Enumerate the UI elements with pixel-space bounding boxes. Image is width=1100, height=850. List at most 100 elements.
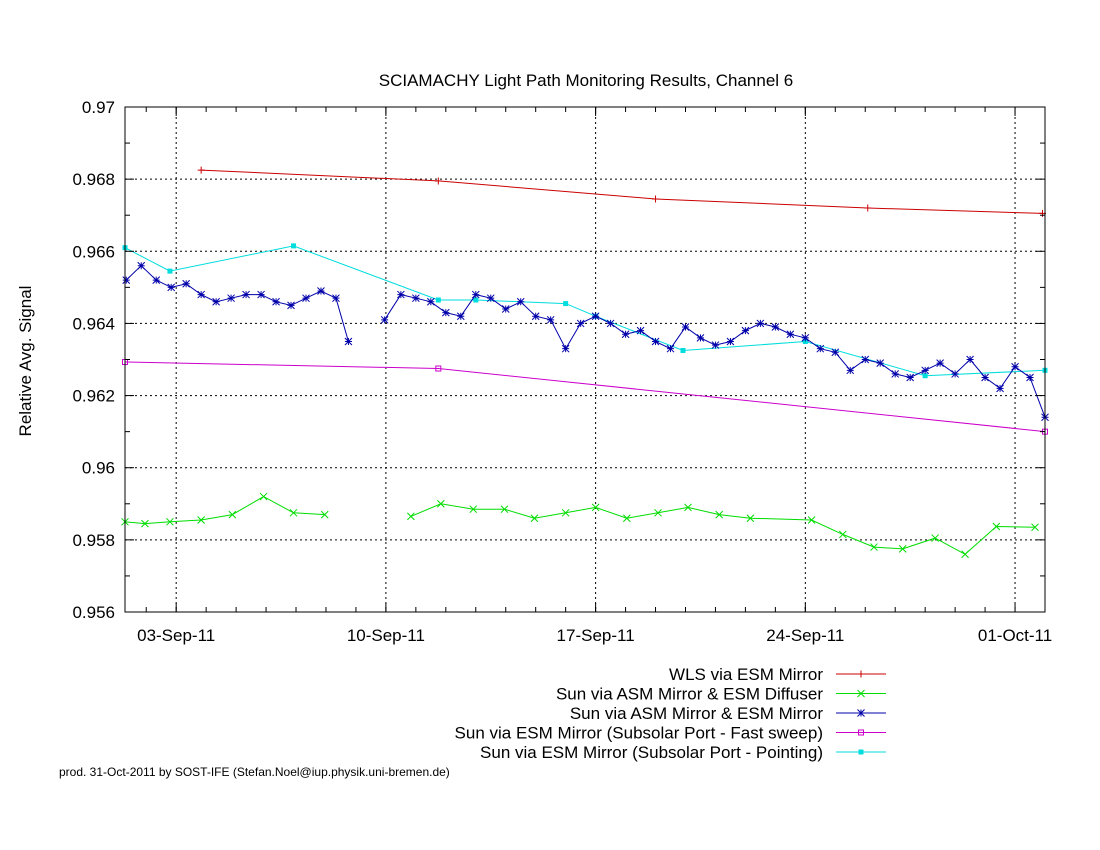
data-point <box>652 195 660 203</box>
data-point <box>1026 373 1034 382</box>
data-point <box>137 261 146 270</box>
data-point <box>469 505 478 514</box>
plot-frame <box>124 106 1046 613</box>
data-point <box>992 522 1001 531</box>
data-point <box>680 347 686 353</box>
series-5 <box>122 243 1048 379</box>
data-point <box>531 312 540 321</box>
data-point <box>831 348 840 357</box>
data-point <box>289 508 298 517</box>
data-point <box>654 508 662 517</box>
data-point <box>846 366 855 375</box>
data-point <box>122 276 131 284</box>
data-point <box>858 749 864 755</box>
data-point <box>287 301 295 310</box>
y-tick-label: 0.958 <box>72 531 115 550</box>
data-point <box>870 543 878 551</box>
series-line <box>384 294 1046 418</box>
data-point <box>516 297 525 306</box>
data-point <box>561 508 570 517</box>
data-point <box>922 373 928 379</box>
data-point <box>332 294 340 303</box>
data-point <box>936 359 944 367</box>
data-point <box>500 505 509 514</box>
data-point <box>906 373 915 382</box>
legend-label: Sun via ASM Mirror & ESM Diffuser <box>556 685 823 704</box>
data-point <box>771 323 780 331</box>
data-point <box>320 510 329 519</box>
footer-credit: prod. 31-Oct-2011 by SOST-IFE (Stefan.No… <box>59 765 450 779</box>
data-point <box>876 359 885 367</box>
data-point <box>802 338 808 344</box>
data-point <box>257 290 265 299</box>
y-tick-label: 0.964 <box>72 314 115 333</box>
data-point <box>259 492 268 501</box>
data-point <box>501 305 510 313</box>
chart-title: SCIAMACHY Light Path Monitoring Results,… <box>379 71 794 90</box>
data-point <box>546 315 555 324</box>
data-point <box>726 337 735 346</box>
data-point <box>591 312 600 321</box>
data-point <box>576 319 585 328</box>
data-point <box>167 268 173 274</box>
y-tick-label: 0.968 <box>72 170 115 189</box>
data-point <box>1011 362 1019 371</box>
data-point <box>167 283 176 292</box>
data-point <box>486 294 495 303</box>
data-point <box>456 312 465 321</box>
data-point <box>621 330 630 339</box>
data-point <box>228 510 237 519</box>
data-point <box>921 366 930 375</box>
data-point <box>591 503 600 512</box>
series-3 <box>122 261 1049 422</box>
data-point <box>344 337 353 346</box>
series-line <box>124 496 325 525</box>
data-point <box>931 534 940 542</box>
data-point <box>291 243 297 249</box>
data-point <box>197 516 206 524</box>
y-tick-label: 0.966 <box>72 242 115 261</box>
data-point <box>302 294 310 303</box>
data-point <box>636 326 645 335</box>
data-point <box>951 370 959 378</box>
data-point <box>966 355 974 364</box>
data-point <box>807 516 816 524</box>
x-tick-label: 03-Sep-11 <box>137 626 215 645</box>
data-point <box>212 297 220 306</box>
legend-item: Sun via ESM Mirror (Subsolar Port - Poin… <box>480 743 886 762</box>
data-point <box>801 334 810 342</box>
data-point <box>272 297 280 306</box>
legend-label: WLS via ESM Mirror <box>669 665 823 684</box>
data-point <box>141 519 149 528</box>
data-point <box>441 308 450 317</box>
series-line <box>124 245 1046 377</box>
data-point <box>684 503 692 512</box>
data-point <box>981 373 989 382</box>
data-point <box>741 326 750 335</box>
data-point <box>961 550 969 559</box>
data-point <box>563 301 569 307</box>
series-line <box>124 361 1046 433</box>
data-point <box>715 510 724 519</box>
data-point <box>152 276 161 284</box>
data-point <box>786 330 795 339</box>
y-tick-label: 0.956 <box>72 603 115 622</box>
data-point <box>561 344 570 353</box>
series-layer <box>121 166 1049 559</box>
y-tick-label: 0.962 <box>72 387 115 406</box>
data-point <box>651 337 660 346</box>
data-point <box>436 499 445 508</box>
legend-item: WLS via ESM Mirror <box>669 665 886 684</box>
legend-label: Sun via ASM Mirror & ESM Mirror <box>570 704 823 723</box>
data-point <box>711 341 720 349</box>
grid-lines <box>125 107 1045 612</box>
legend-label: Sun via ESM Mirror (Subsolar Port - Fast… <box>455 724 823 743</box>
axis-ticks: 0.956 0.958 0.96 0.962 0.964 0.966 0.968 0.97 03… <box>72 98 1052 645</box>
data-point <box>317 287 325 295</box>
data-point <box>434 177 442 185</box>
legend-label: Sun via ESM Mirror (Subsolar Port - Poin… <box>480 743 823 762</box>
data-point <box>1031 523 1039 532</box>
data-point <box>166 517 174 526</box>
